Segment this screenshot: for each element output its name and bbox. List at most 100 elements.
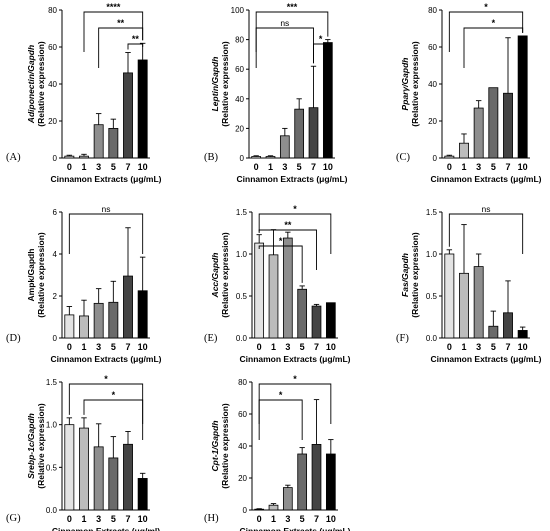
bar-10 <box>517 35 528 159</box>
x-tick-label: 1 <box>81 342 86 352</box>
x-tick-label: 5 <box>491 342 496 352</box>
y-tick-label: 0 <box>53 154 58 163</box>
x-tick-label: 1 <box>271 514 276 524</box>
y-tick-label: 60 <box>428 43 437 52</box>
y-axis-label-line1: Leptin/Gapdh <box>210 57 220 112</box>
significance-bracket <box>255 11 329 52</box>
y-tick-label: 80 <box>238 378 247 387</box>
y-tick-label: 100 <box>231 6 245 15</box>
bar-7 <box>311 443 322 511</box>
x-tick-label: 1 <box>268 162 273 172</box>
x-tick-label: 1 <box>461 342 466 352</box>
bar-1 <box>79 315 89 339</box>
y-axis-label-line2: (Relative expression) <box>410 232 420 318</box>
panel-label: (A) <box>6 152 21 163</box>
gene-suffix: /Gapdh <box>26 413 36 443</box>
y-tick-label: 20 <box>48 117 57 126</box>
y-axis-label-line1: Fas/Gapdh <box>400 253 410 297</box>
x-axis-label: Cinnamon Extracts (μg/mL) <box>431 174 542 184</box>
y-tick-label: 0.5 <box>426 292 438 301</box>
significance-label: * <box>279 390 283 400</box>
x-axis-label: Cinnamon Extracts (μg/mL) <box>51 354 162 364</box>
gene-suffix: /Gapdh <box>400 58 410 88</box>
significance-label: * <box>293 204 297 214</box>
y-tick-label: 80 <box>48 6 57 15</box>
significance-label: ** <box>284 220 292 230</box>
significance-bracket <box>68 213 144 254</box>
bar-7 <box>123 443 133 511</box>
bar-0 <box>444 155 455 159</box>
x-tick-label: 10 <box>326 514 336 524</box>
y-tick-label: 0 <box>53 334 58 343</box>
x-axis-label: Cinnamon Extracts (μg/mL) <box>240 354 351 364</box>
significance-label: ns <box>280 18 289 28</box>
y-axis-label-line2: (Relative expression) <box>220 403 230 489</box>
bar-5 <box>297 453 308 511</box>
bar-3 <box>93 302 104 339</box>
significance-bracket <box>83 399 144 440</box>
x-tick-label: 3 <box>96 162 101 172</box>
x-tick-label: 0 <box>67 162 72 172</box>
panel-F: 0.0 0.5 1.0 1.5 0 1 3 5 7 10 Cinnamon Extracts (μg… <box>396 204 542 364</box>
significance-bracket <box>258 213 332 254</box>
x-tick-label: 3 <box>285 514 290 524</box>
x-axis-label: Cinnamon Extracts (μg/mL) <box>240 526 351 531</box>
x-tick-label: 3 <box>96 342 101 352</box>
x-tick-label: 0 <box>447 162 452 172</box>
significance-label: * <box>319 34 323 44</box>
x-tick-label: 7 <box>314 514 319 524</box>
bar-10 <box>137 478 148 511</box>
y-tick-label: 1.5 <box>426 208 438 217</box>
gene-name: Cpt-1 <box>210 450 220 472</box>
y-axis-label: Acc/Gapdh(Relative expression) <box>210 232 230 318</box>
significance-label: * <box>112 390 116 400</box>
x-axis-label: Cinnamon Extracts (μg/mL) <box>237 174 348 184</box>
y-tick-label: 4 <box>53 250 58 259</box>
bar-3 <box>473 266 484 339</box>
bar-3 <box>93 124 104 159</box>
y-tick-label: 0 <box>240 154 245 163</box>
x-tick-label: 7 <box>505 342 510 352</box>
x-tick-label: 1 <box>461 162 466 172</box>
x-tick-label: 10 <box>326 342 336 352</box>
panel-label: (B) <box>204 152 219 163</box>
panel-label: (D) <box>6 333 21 344</box>
y-tick-label: 60 <box>238 410 247 419</box>
x-tick-label: 3 <box>476 342 481 352</box>
bar-5 <box>294 108 305 159</box>
y-axis-label-line1: Cpt-1/Gapdh <box>210 420 220 471</box>
significance-bracket <box>258 399 303 440</box>
significance-bracket <box>68 383 144 424</box>
y-axis-label-line2: (Relative expression) <box>36 232 46 318</box>
bar-5 <box>108 457 119 511</box>
y-axis-label: Leptin/Gapdh(Relative expression) <box>210 41 230 127</box>
y-tick-label: 40 <box>48 80 57 89</box>
x-tick-label: 0 <box>257 514 262 524</box>
x-tick-label: 3 <box>476 162 481 172</box>
y-tick-label: 80 <box>235 36 244 45</box>
y-tick-label: 40 <box>238 442 247 451</box>
y-tick-label: 1.0 <box>46 421 58 430</box>
x-tick-label: 3 <box>285 342 290 352</box>
y-tick-label: 60 <box>235 65 244 74</box>
bar-10 <box>325 302 336 339</box>
bar-7 <box>308 107 319 159</box>
significance-label: **** <box>106 2 121 12</box>
x-tick-label: 5 <box>111 514 116 524</box>
x-tick-label: 5 <box>297 162 302 172</box>
significance-bracket <box>463 27 524 68</box>
x-tick-label: 7 <box>125 342 130 352</box>
y-tick-label: 2 <box>53 292 58 301</box>
x-tick-label: 0 <box>67 514 72 524</box>
significance-bracket <box>313 43 329 64</box>
significance-bracket <box>83 11 144 52</box>
x-tick-label: 10 <box>138 514 148 524</box>
bar-0 <box>64 424 75 511</box>
x-tick-label: 10 <box>518 342 528 352</box>
x-tick-label: 1 <box>271 342 276 352</box>
y-tick-label: 0.0 <box>46 506 58 515</box>
